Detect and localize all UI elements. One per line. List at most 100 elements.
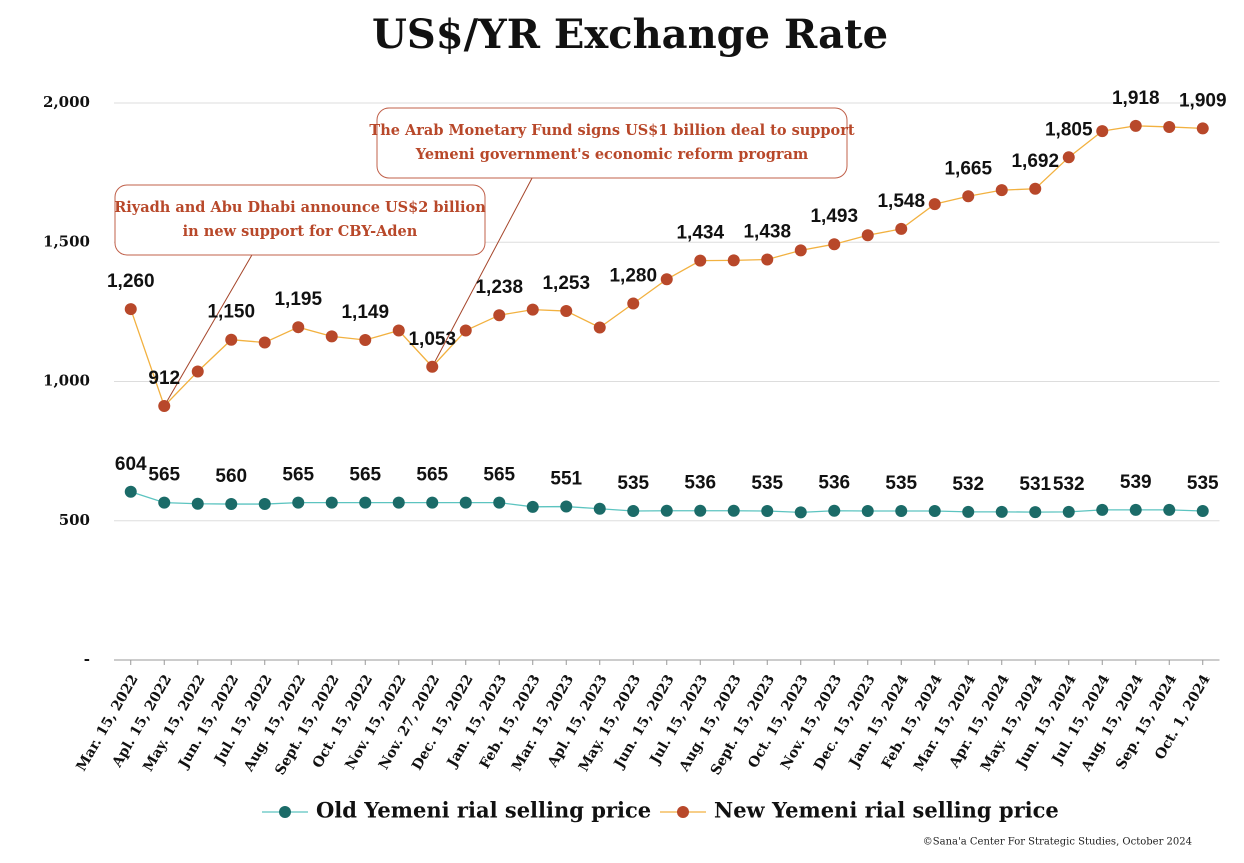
data-point xyxy=(560,500,573,513)
data-point xyxy=(1029,182,1042,195)
data-label: 1,805 xyxy=(1045,119,1093,140)
data-label: 1,548 xyxy=(877,191,925,212)
data-label: 1,280 xyxy=(609,266,657,287)
data-point xyxy=(158,400,171,413)
data-point xyxy=(1062,151,1075,164)
data-label: 604 xyxy=(115,454,147,475)
y-tick-label: 1,000 xyxy=(43,372,90,390)
data-point xyxy=(426,360,439,373)
data-point xyxy=(493,309,506,322)
data-point xyxy=(325,330,338,343)
data-point xyxy=(493,496,506,509)
data-point xyxy=(593,321,606,334)
data-point xyxy=(794,506,807,519)
data-point xyxy=(1129,503,1142,516)
data-point xyxy=(928,198,941,211)
data-label: 565 xyxy=(416,465,448,486)
annotation-text: in new support for CBY-Aden xyxy=(183,223,418,240)
legend-item: New Yemeni rial selling price xyxy=(660,798,1059,823)
y-tick-label: 500 xyxy=(59,511,90,529)
data-point xyxy=(1129,119,1142,132)
data-label: 1,665 xyxy=(944,158,992,179)
annotation-leader xyxy=(431,177,533,367)
data-label: 532 xyxy=(952,474,984,495)
data-point xyxy=(660,273,673,286)
data-point xyxy=(1096,503,1109,516)
data-point xyxy=(1163,503,1176,516)
data-point xyxy=(191,497,204,510)
data-point xyxy=(158,496,171,509)
data-label: 912 xyxy=(148,368,180,389)
data-point xyxy=(459,324,472,337)
data-label: 535 xyxy=(751,473,783,494)
annotation-box xyxy=(114,184,486,256)
data-point xyxy=(727,504,740,517)
data-label: 1,253 xyxy=(542,273,590,294)
data-label: 1,909 xyxy=(1179,90,1227,111)
data-point xyxy=(1062,505,1075,518)
data-label: 1,149 xyxy=(341,302,389,323)
data-label: 1,238 xyxy=(475,277,523,298)
data-label: 531 xyxy=(1019,474,1051,495)
legend-marker xyxy=(279,806,291,818)
annotation-box xyxy=(376,107,848,179)
data-point xyxy=(426,496,439,509)
data-point xyxy=(895,505,908,518)
data-label: 536 xyxy=(818,473,850,494)
data-point xyxy=(1029,506,1042,519)
data-label: 535 xyxy=(1187,473,1219,494)
data-label: 560 xyxy=(215,466,247,487)
y-tick-label: 2,000 xyxy=(43,93,90,111)
data-point xyxy=(861,229,874,242)
data-label: 1,434 xyxy=(676,223,724,244)
data-point xyxy=(995,184,1008,197)
data-point xyxy=(761,253,774,266)
data-point xyxy=(258,336,271,349)
data-label: 532 xyxy=(1053,474,1085,495)
y-tick-label: 1,500 xyxy=(43,232,90,250)
data-point xyxy=(794,244,807,257)
data-label: 535 xyxy=(885,473,917,494)
data-label: 551 xyxy=(550,469,582,490)
data-label: 1,493 xyxy=(810,206,858,227)
data-point xyxy=(727,254,740,267)
data-label: 1,260 xyxy=(107,271,155,292)
data-label: 1,438 xyxy=(743,222,791,243)
data-point xyxy=(895,222,908,235)
source-note: ©Sana'a Center For Strategic Studies, Oc… xyxy=(923,837,1192,848)
data-point xyxy=(928,505,941,518)
data-point xyxy=(292,496,305,509)
annotation-text: Yemeni government's economic reform prog… xyxy=(415,146,809,163)
data-point xyxy=(627,505,640,518)
data-point xyxy=(1196,122,1209,135)
data-label: 1,150 xyxy=(207,302,255,323)
y-tick-label: - xyxy=(84,650,90,668)
data-point xyxy=(1163,120,1176,133)
data-point xyxy=(124,485,137,498)
annotation-leader xyxy=(163,254,253,407)
annotation-text: The Arab Monetary Fund signs US$1 billio… xyxy=(369,122,854,139)
data-point xyxy=(225,498,238,511)
data-point xyxy=(325,496,338,509)
data-point xyxy=(526,500,539,513)
data-point xyxy=(694,504,707,517)
data-point xyxy=(861,505,874,518)
data-label: 565 xyxy=(483,465,515,486)
data-label: 565 xyxy=(349,465,381,486)
data-point xyxy=(1096,125,1109,138)
data-point xyxy=(660,504,673,517)
legend-label: New Yemeni rial selling price xyxy=(714,798,1059,823)
annotation-text: Riyadh and Abu Dhabi announce US$2 billi… xyxy=(114,199,486,216)
data-label: 565 xyxy=(148,465,180,486)
data-point xyxy=(526,303,539,316)
data-point xyxy=(828,238,841,251)
data-point xyxy=(258,498,271,511)
data-label: 1,053 xyxy=(408,329,456,350)
legend-label: Old Yemeni rial selling price xyxy=(316,798,651,823)
data-point xyxy=(359,496,372,509)
chart-title: US$/YR Exchange Rate xyxy=(372,11,888,58)
data-label: 565 xyxy=(282,465,314,486)
legend-marker xyxy=(677,806,689,818)
data-point xyxy=(292,321,305,334)
